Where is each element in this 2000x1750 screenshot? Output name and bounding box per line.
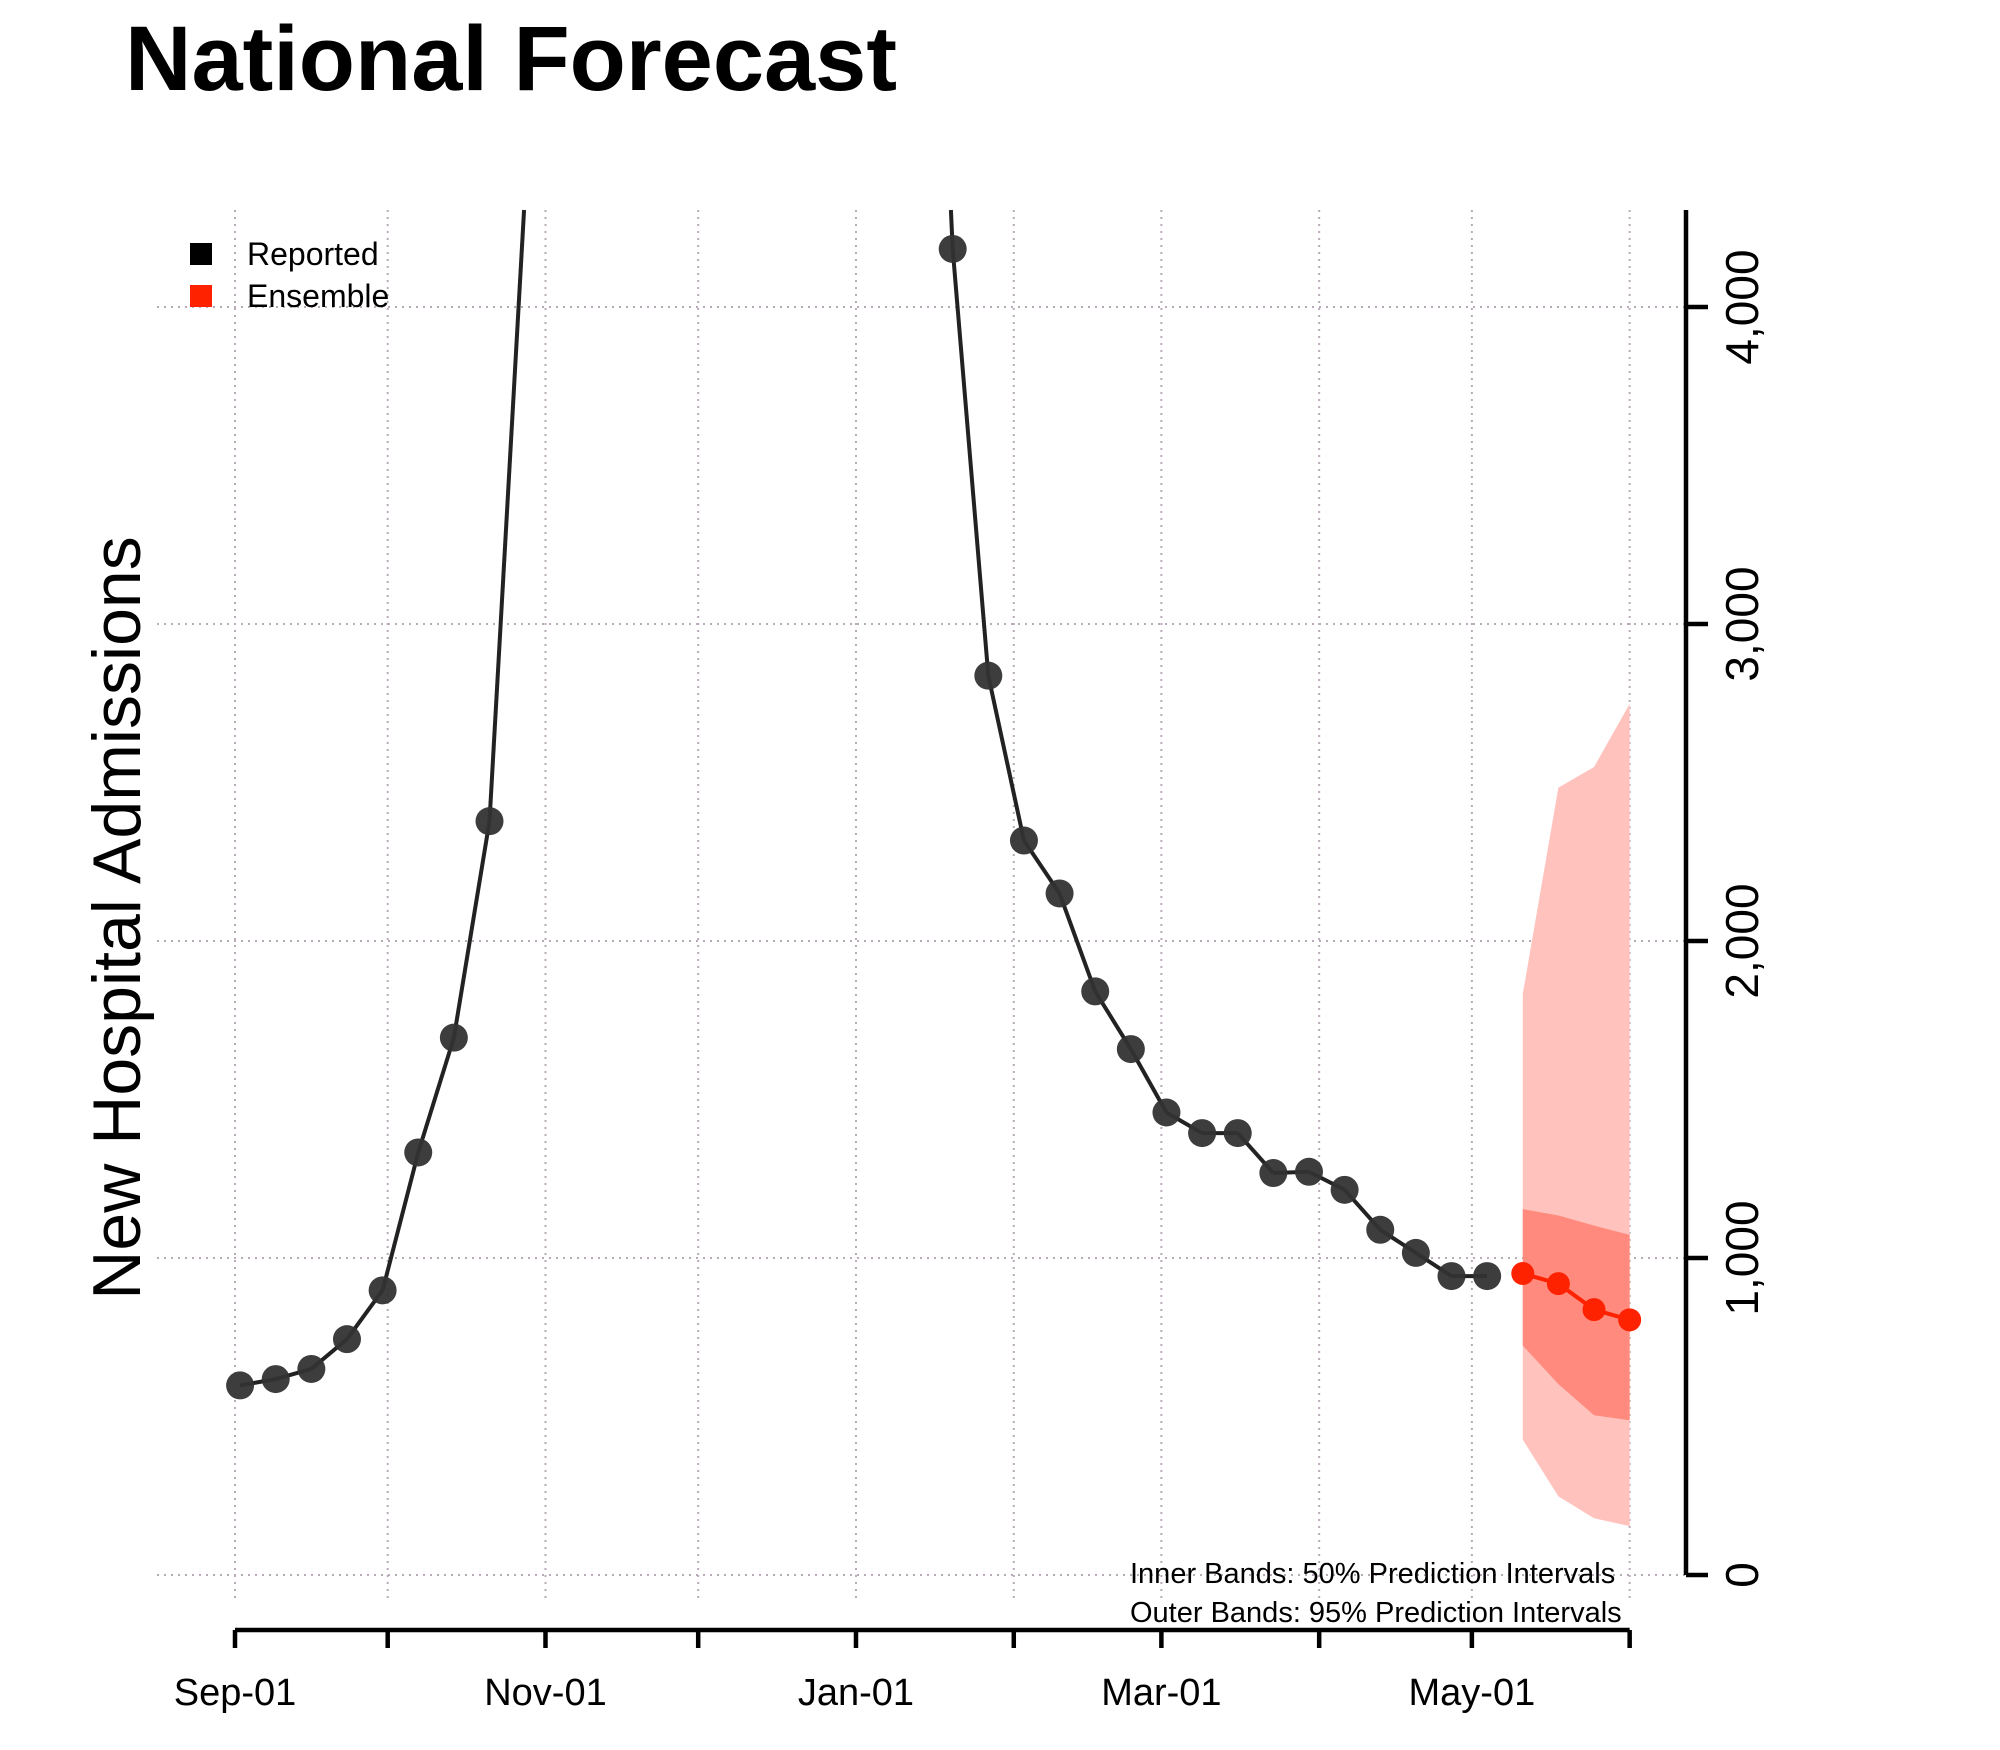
reported-line-segment: [451, 820, 492, 1039]
reported-line-segment: [986, 675, 1026, 841]
reported-point: [1081, 977, 1110, 1006]
y-tick-label: 1,000: [1716, 1200, 1768, 1315]
prediction-bands: [1522, 703, 1630, 1527]
reported-point: [1045, 879, 1074, 908]
x-tick-label: May-01: [1409, 1672, 1536, 1714]
reported-point: [475, 807, 504, 836]
reported-line-segment: [950, 248, 991, 676]
reported-point: [1401, 1238, 1430, 1267]
reported-line-segment: [1057, 892, 1098, 993]
y-tick-label: 2,000: [1716, 883, 1768, 998]
legend: Reported Ensemble: [190, 236, 389, 314]
axes: 0 1,000 2,000 3,000 4,000 Sep-01 Nov-01 Jan-01 M…: [174, 210, 1768, 1714]
reported-point: [297, 1354, 326, 1383]
ensemble-point: [1511, 1262, 1535, 1286]
reported-point: [1294, 1157, 1323, 1186]
reported-point: [226, 1371, 255, 1400]
legend-swatch: [190, 243, 212, 265]
x-tick-label: Sep-01: [174, 1672, 297, 1714]
reported-point: [1116, 1035, 1145, 1064]
reported-point: [938, 234, 967, 263]
annotation-outer-bands: Outer Bands: 95% Prediction Intervals: [1130, 1597, 1622, 1629]
legend-label: Reported: [247, 236, 379, 272]
reported-point: [1152, 1098, 1181, 1127]
reported-point: [261, 1365, 290, 1394]
x-tick-label: Nov-01: [484, 1672, 607, 1714]
reported-point: [1188, 1119, 1217, 1148]
legend-label: Ensemble: [247, 278, 389, 314]
reported-line-segment: [416, 1037, 456, 1154]
reported-point: [1259, 1159, 1288, 1188]
x-tick-label: Jan-01: [798, 1672, 914, 1714]
reported-line-segment: [487, 209, 527, 822]
band-50-percent: [1522, 1209, 1630, 1421]
y-tick-label: 0: [1716, 1562, 1768, 1588]
reported-point: [974, 661, 1003, 690]
x-tick-label: Mar-01: [1101, 1672, 1221, 1714]
reported-point: [332, 1325, 361, 1354]
reported-line-segment: [380, 1151, 421, 1291]
series-points: [226, 234, 1642, 1400]
ensemble-point: [1546, 1272, 1570, 1296]
ensemble-point: [1618, 1308, 1642, 1332]
reported-point: [1223, 1119, 1252, 1148]
reported-point: [1330, 1175, 1359, 1204]
reported-point: [1473, 1262, 1502, 1291]
reported-point: [1009, 826, 1038, 855]
chart-title: National Forecast: [125, 8, 897, 110]
legend-swatch: [190, 285, 212, 307]
reported-point: [1437, 1262, 1466, 1291]
reported-point: [404, 1138, 433, 1167]
y-tick-label: 4,000: [1716, 249, 1768, 364]
series-lines: [239, 209, 1631, 1388]
grid: [157, 210, 1686, 1600]
reported-point: [1366, 1215, 1395, 1244]
annotation-inner-bands: Inner Bands: 50% Prediction Intervals: [1130, 1558, 1615, 1590]
y-axis-label: New Hospital Admissions: [79, 536, 155, 1299]
reported-point: [439, 1023, 468, 1052]
ensemble-point: [1582, 1298, 1606, 1322]
reported-point: [368, 1276, 397, 1305]
y-tick-label: 3,000: [1716, 566, 1768, 681]
